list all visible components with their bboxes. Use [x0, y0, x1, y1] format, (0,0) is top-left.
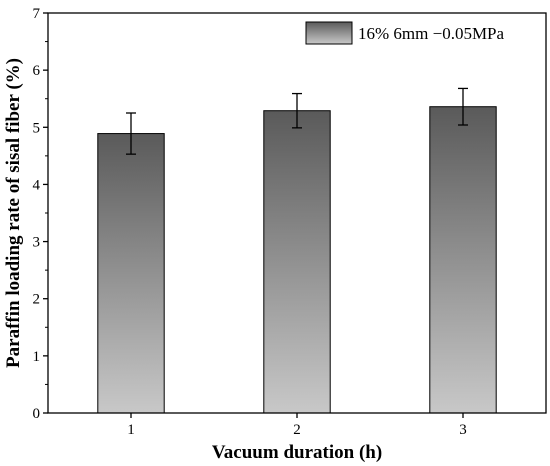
y-tick-label-1: 1 [33, 349, 41, 365]
y-axis-ticks: 0 1 2 3 4 5 6 7 [33, 6, 48, 422]
y-tick-label-6: 6 [33, 63, 41, 79]
x-tick-label-2: 2 [293, 422, 301, 438]
error-bar-1 [126, 112, 136, 155]
bars-group [97, 106, 497, 414]
y-tick-label-5: 5 [33, 120, 41, 136]
x-axis-ticks: 1 2 3 [127, 413, 467, 438]
error-bar-3 [458, 87, 468, 126]
y-tick-label-7: 7 [33, 6, 41, 22]
bar-2 [263, 110, 331, 414]
y-axis-title: Paraffin loading rate of sisal fiber (%) [3, 58, 24, 368]
y-tick-label-0: 0 [33, 406, 41, 422]
x-tick-label-3: 3 [459, 422, 467, 438]
y-tick-label-2: 2 [33, 292, 41, 308]
error-bars-group [126, 87, 468, 155]
legend: 16% 6mm −0.05MPa [305, 21, 505, 45]
bar-3 [429, 106, 497, 414]
y-tick-label-4: 4 [33, 177, 41, 193]
error-bar-2 [292, 92, 302, 129]
legend-swatch [305, 21, 353, 45]
x-axis-title: Vacuum duration (h) [212, 442, 382, 463]
y-tick-label-3: 3 [33, 235, 41, 251]
legend-label: 16% 6mm −0.05MPa [358, 24, 505, 43]
bar-1 [97, 133, 165, 414]
x-tick-label-1: 1 [127, 422, 135, 438]
